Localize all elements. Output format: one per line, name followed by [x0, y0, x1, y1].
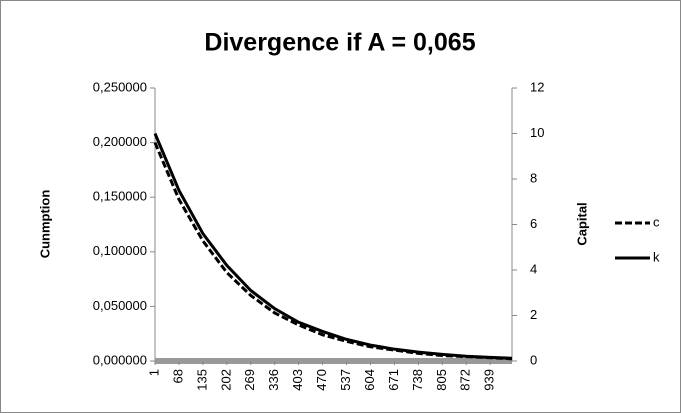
x-tick-label: 269 — [242, 369, 257, 391]
y2-axis-title: Capital — [574, 202, 589, 245]
y2-tick-label: 6 — [530, 216, 537, 231]
x-tick-label: 805 — [434, 369, 449, 391]
x-tick-label: 872 — [458, 369, 473, 391]
x-tick-label: 202 — [218, 369, 233, 391]
x-tick-label: 68 — [170, 369, 185, 383]
y2-tick-label: 10 — [530, 125, 544, 140]
x-axis-band — [155, 358, 512, 364]
x-tick-label: 1 — [146, 369, 161, 376]
y-axis-title: Cunmption — [37, 190, 52, 259]
chart-title: Divergence if A = 0,065 — [204, 29, 475, 57]
x-tick-label: 336 — [266, 369, 281, 391]
y-tick-label: 0,200000 — [93, 134, 147, 149]
x-tick-label: 537 — [338, 369, 353, 391]
y2-tick-label: 8 — [530, 170, 537, 185]
y-tick-label: 0,150000 — [93, 189, 147, 204]
y2-tick-label: 0 — [530, 352, 537, 367]
x-tick-label: 604 — [362, 369, 377, 391]
series-line — [153, 132, 513, 360]
x-tick-label: 738 — [410, 369, 425, 391]
y2-tick-label: 12 — [530, 79, 544, 94]
y-tick-label: 0,100000 — [93, 243, 147, 258]
x-tick-label: 671 — [386, 369, 401, 391]
x-tick-label: 470 — [314, 369, 329, 391]
x-tick-label: 403 — [290, 369, 305, 391]
legend-label: c — [653, 214, 660, 229]
y-tick-label: 0,000000 — [93, 352, 147, 367]
y2-tick-label: 2 — [530, 307, 537, 322]
y2-tick-label: 4 — [530, 261, 537, 276]
x-tick-label: 135 — [194, 369, 209, 391]
y-tick-label: 0,250000 — [93, 79, 147, 94]
legend-label: k — [653, 249, 660, 264]
x-tick-label: 939 — [482, 369, 497, 391]
y-tick-label: 0,050000 — [93, 298, 147, 313]
